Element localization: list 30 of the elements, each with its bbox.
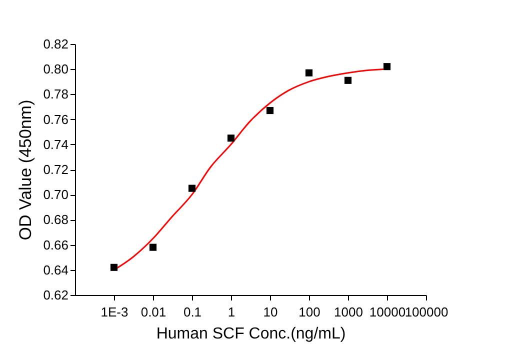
point [188, 184, 196, 192]
y-tick-label: 0.82 [43, 36, 68, 52]
x-tick-label: 10 [263, 304, 278, 320]
y-tick-label: 0.70 [43, 187, 68, 202]
y-tick-label: 0.72 [43, 162, 68, 177]
point [305, 69, 313, 76]
point [149, 244, 157, 251]
y-tick-label: 0.68 [43, 212, 68, 228]
y-tick-label: 0.66 [43, 237, 68, 252]
y-tick-label: 0.62 [43, 288, 68, 302]
y-tick-label: 0.64 [43, 262, 68, 278]
x-tick-label: 0.01 [140, 304, 166, 320]
point [227, 134, 235, 142]
x-axis-title: Human SCF Conc.(ng/mL) [156, 326, 346, 342]
point [110, 264, 118, 271]
x-tick-label: 100 [298, 304, 320, 320]
x-tick-label: 1E-3 [100, 304, 128, 320]
x-tick-label: 0.1 [183, 304, 202, 320]
point [383, 63, 391, 70]
x-tick-label: 1000 [334, 304, 363, 320]
y-axis-title: OD Value (450nm) [16, 100, 36, 240]
point [266, 106, 274, 114]
y-tick-label: 0.80 [43, 62, 68, 77]
y-tick-label: 0.78 [43, 86, 68, 102]
y-tick-label: 0.76 [43, 112, 68, 127]
y-tick-label: 0.74 [43, 136, 68, 152]
x-tick-label: 10000 [369, 304, 406, 320]
point [344, 76, 352, 84]
x-tick-label: 100000 [404, 304, 448, 320]
x-tick-label: 1 [228, 304, 236, 320]
